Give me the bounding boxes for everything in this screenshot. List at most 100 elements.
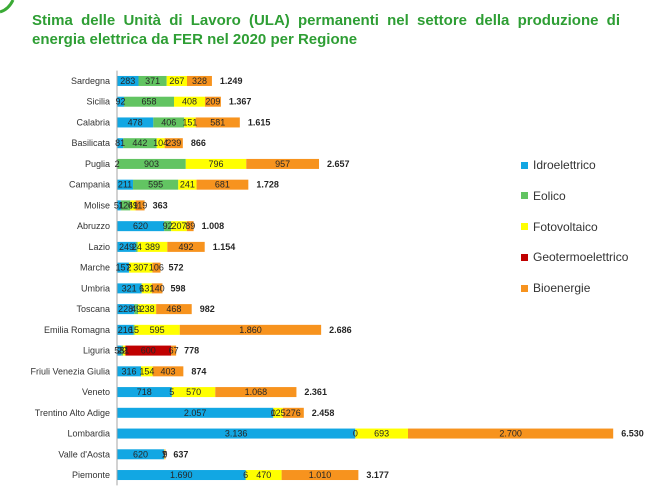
total-label-toscana: 982 [200, 304, 215, 314]
total-label-sardegna: 1.249 [220, 76, 243, 86]
data-label-fotovoltaico-liguria: 31 [119, 346, 129, 356]
bar-fotovoltaico-valle-d-aosta [164, 449, 165, 460]
legend-swatch-geotermoelettrico [521, 253, 528, 261]
bar-bioenergie-puglia [246, 158, 320, 169]
bar-bioenergie-piemonte [281, 470, 359, 481]
data-label-idroelettrico-campania: 211 [118, 180, 132, 190]
bar-idroelettrico-basilicata [117, 138, 124, 149]
bar-fotovoltaico-veneto [171, 387, 216, 398]
bar-idroelettrico-emilia-romagna [117, 324, 134, 335]
data-label-fotovoltaico-molise: 69 [128, 200, 138, 210]
category-label-puglia: Puglia [85, 159, 110, 169]
data-label-fotovoltaico-trentino-alto-adige: 125 [271, 408, 286, 418]
data-label-bioenergie-marche: 106 [149, 263, 164, 273]
data-label-eolico-veneto: 5 [169, 387, 174, 397]
bar-fotovoltaico-puglia [185, 158, 247, 169]
data-label-eolico-umbria: 6 [139, 283, 144, 293]
total-label-abruzzo: 1.008 [202, 221, 225, 231]
total-label-emilia-romagna: 2.686 [329, 325, 352, 335]
data-label-fotovoltaico-toscana: 238 [140, 304, 155, 314]
legend-swatch-idroelettrico [521, 161, 528, 169]
total-label-trentino-alto-adige: 2.458 [312, 408, 335, 418]
bar-idroelettrico-veneto [117, 387, 172, 398]
total-labels: 1.249 1.367 1.615 866 2.657 1.728 363 1.008 1.15… [153, 76, 644, 480]
legend-item-eolico: Eolico [521, 189, 628, 203]
bar-idroelettrico-calabria [117, 117, 154, 128]
data-label-geotermoelettrico-liguria: 600 [141, 346, 156, 356]
bar-fotovoltaico-calabria [184, 117, 196, 128]
bar-idroelettrico-valle-d-aosta [117, 449, 165, 460]
data-label-idroelettrico-sardegna: 283 [120, 76, 135, 86]
data-label-eolico-piemonte: 6 [243, 470, 248, 480]
data-label-eolico-sicilia: 658 [141, 97, 156, 107]
data-label-bioenergie-umbria: 140 [150, 283, 165, 293]
data-label-bioenergie-valle-d-aosta: 9 [163, 449, 168, 459]
data-label-fotovoltaico-lombardia: 693 [374, 429, 389, 439]
data-label-bioenergie-emilia-romagna: 1.860 [239, 325, 262, 335]
bar-bioenergie-veneto [215, 387, 297, 398]
bar-eolico-sardegna [138, 75, 167, 86]
bar-bioenergie-sicilia [205, 96, 221, 107]
category-label-calabria: Calabria [76, 117, 110, 127]
bar-idroelettrico-trentino-alto-adige [117, 407, 274, 418]
bar-bioenergie-emilia-romagna [179, 324, 322, 335]
bar-eolico-campania [133, 179, 179, 190]
bar-fotovoltaico-lombardia [355, 428, 409, 439]
bar-eolico-toscana [134, 304, 139, 315]
data-label-fotovoltaico-valle-d-aosta: 7 [162, 449, 167, 459]
bar-fotovoltaico-sardegna [166, 75, 187, 86]
total-label-puglia: 2.657 [327, 159, 350, 169]
bar-idroelettrico-lombardia [117, 428, 356, 439]
total-label-umbria: 598 [170, 283, 185, 293]
bar-eolico-sicilia [123, 96, 174, 107]
bar-bioenergie-marche [152, 262, 161, 273]
bar-idroelettrico-sardegna [117, 75, 139, 86]
data-label-idroelettrico-puglia: 2 [115, 159, 120, 169]
data-label-idroelettrico-piemonte: 1.690 [170, 470, 193, 480]
bar-eolico-puglia [117, 158, 186, 169]
category-label-toscana: Toscana [76, 304, 110, 314]
data-label-bioenergie-friuli-venezia-giulia: 403 [161, 366, 176, 376]
bar-idroelettrico-campania [117, 179, 134, 190]
bar-fotovoltaico-abruzzo [171, 221, 187, 232]
data-label-fotovoltaico-veneto: 570 [186, 387, 201, 397]
data-label-bioenergie-calabria: 581 [210, 117, 225, 127]
data-label-idroelettrico-marche: 157 [115, 263, 130, 273]
data-label-eolico-marche: 2 [127, 263, 132, 273]
bar-fotovoltaico-campania [178, 179, 197, 190]
data-label-idroelettrico-veneto: 718 [137, 387, 152, 397]
total-label-veneto: 2.361 [304, 387, 327, 397]
bar-eolico-molise [120, 200, 131, 211]
legend-label-idroelettrico: Idroelettrico [533, 158, 596, 172]
data-label-fotovoltaico-basilicata: 104 [153, 138, 168, 148]
category-label-basilicata: Basilicata [71, 138, 110, 148]
data-label-fotovoltaico-campania: 241 [180, 180, 195, 190]
bar-bioenergie-toscana [156, 304, 192, 315]
bar-geotermoelettrico-liguria [125, 345, 172, 356]
category-label-sicilia: Sicilia [86, 97, 110, 107]
data-label-eolico-liguria: 22 [117, 346, 127, 356]
data-label-eolico-trentino-alto-adige: 0 [271, 408, 276, 418]
total-label-basilicata: 866 [191, 138, 206, 148]
bar-idroelettrico-lazio [117, 241, 136, 252]
bar-bioenergie-sardegna [186, 75, 212, 86]
data-label-idroelettrico-toscana: 228 [118, 304, 133, 314]
bar-fotovoltaico-piemonte [245, 470, 282, 481]
bar-bioenergie-valle-d-aosta [164, 449, 166, 460]
data-label-bioenergie-trentino-alto-adige: 276 [286, 408, 301, 418]
bar-bioenergie-friuli-venezia-giulia [152, 366, 184, 377]
data-label-bioenergie-campania: 681 [215, 180, 230, 190]
data-label-idroelettrico-liguria: 58 [114, 346, 124, 356]
data-label-bioenergie-toscana: 468 [166, 304, 181, 314]
category-label-marche: Marche [80, 263, 110, 273]
total-label-friuli-venezia-giulia: 874 [191, 366, 206, 376]
data-label-fotovoltaico-piemonte: 470 [256, 470, 271, 480]
total-label-marche: 572 [168, 263, 183, 273]
data-label-eolico-emilia-romagna: 15 [129, 325, 139, 335]
data-label-fotovoltaico-calabria: 151 [182, 117, 197, 127]
legend-label-bioenergie: Bioenergie [533, 281, 591, 295]
bar-fotovoltaico-liguria [123, 345, 126, 356]
category-label-lombardia: Lombardia [67, 429, 110, 439]
